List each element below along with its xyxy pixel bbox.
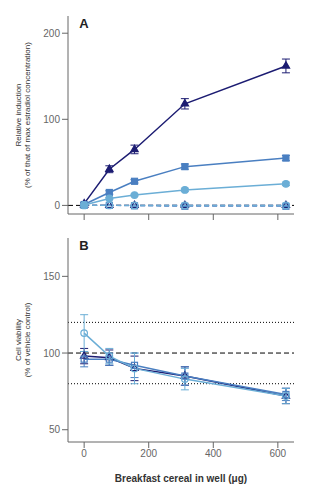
svg-text:200: 200 [43,28,60,39]
svg-text:150: 150 [43,271,60,282]
svg-text:50: 50 [49,424,61,435]
svg-text:Cell viability(% of vehicle co: Cell viability(% of vehicle control) [14,302,32,377]
svg-text:Breakfast cereal in well (μg): Breakfast cereal in well (μg) [115,473,247,484]
svg-text:100: 100 [43,114,60,125]
svg-text:Relative induction(% of that o: Relative induction(% of that of max estr… [14,42,32,188]
html-text:A: A [79,16,89,31]
svg-text:100: 100 [43,348,60,359]
svg-text:200: 200 [140,448,157,459]
html-text:B: B [79,238,89,253]
svg-text:0: 0 [81,448,87,459]
svg-text:0: 0 [54,200,60,211]
svg-text:400: 400 [205,448,222,459]
svg-text:600: 600 [270,448,287,459]
